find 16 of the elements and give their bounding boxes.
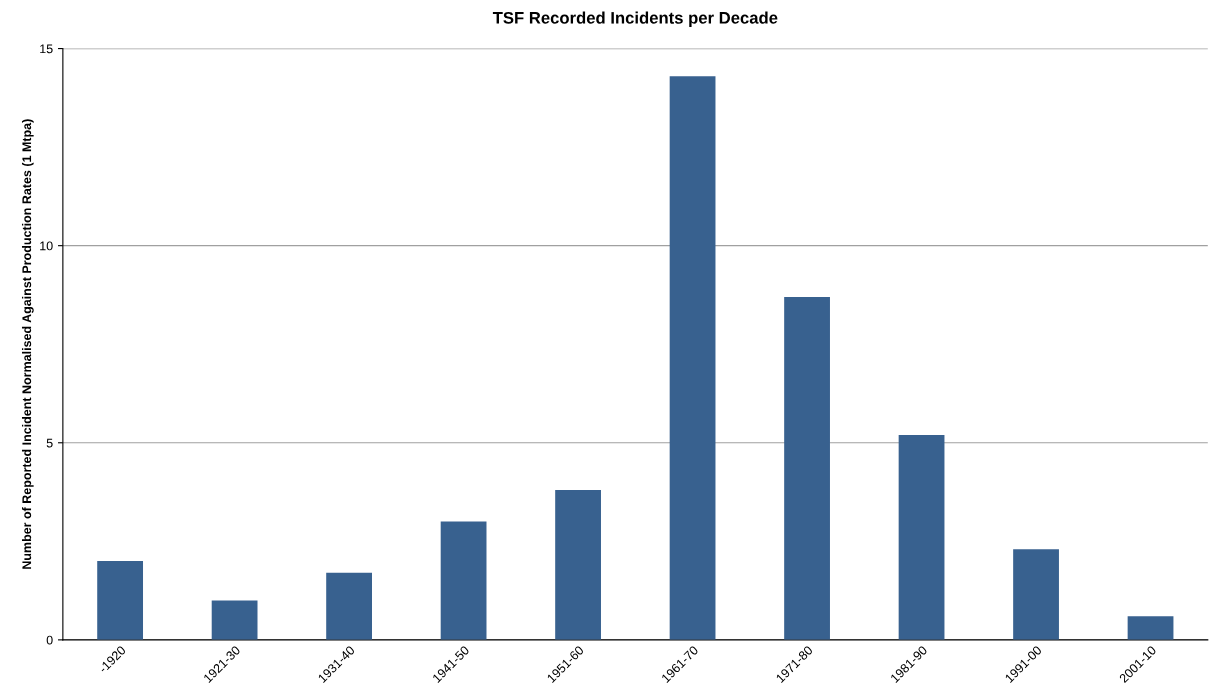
bar xyxy=(898,434,945,640)
chart-title: TSF Recorded Incidents per Decade xyxy=(492,11,778,28)
bar xyxy=(669,76,716,640)
y-tick-label: 5 xyxy=(46,438,53,448)
y-tick-label: 0 xyxy=(46,635,53,645)
bar xyxy=(1013,549,1059,640)
bar xyxy=(440,521,487,640)
bar xyxy=(97,561,144,640)
y-tick-label: 15 xyxy=(40,44,53,54)
bar xyxy=(555,490,601,640)
y-axis-title: Number of Reported Incident Normalised Against Production Rates (1 Mtpa) xyxy=(21,119,34,569)
y-tick-label: 10 xyxy=(40,241,53,251)
bar xyxy=(784,296,830,640)
bar xyxy=(211,600,258,640)
bar xyxy=(326,572,372,640)
bar xyxy=(1127,616,1174,640)
